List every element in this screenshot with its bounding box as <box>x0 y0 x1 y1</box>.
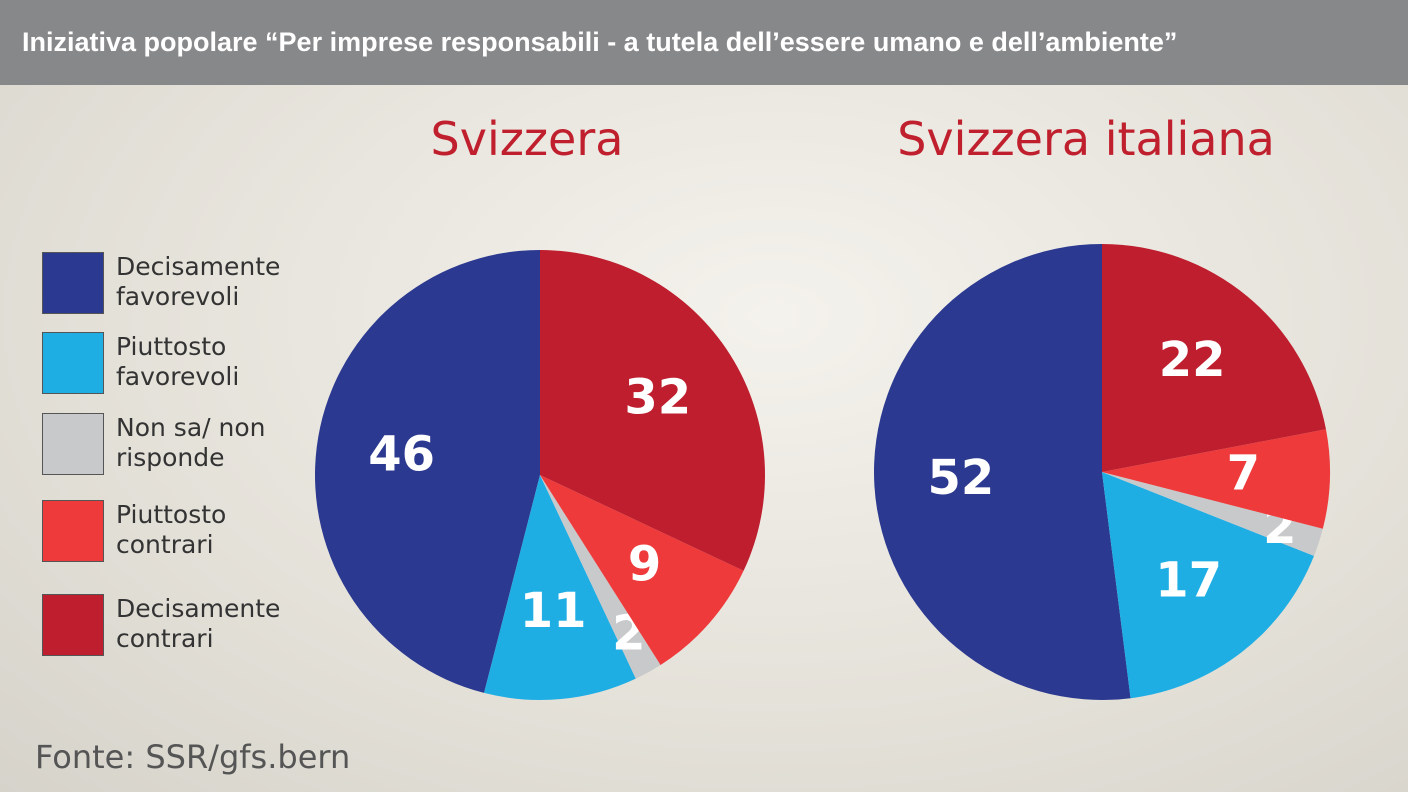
title: Iniziativa popolare “Per imprese respons… <box>22 27 1178 57</box>
pie-slice <box>1102 472 1323 556</box>
pie-title: Svizzera <box>431 112 624 166</box>
legend-item: Decisamente favorevoli <box>42 252 322 316</box>
legend-label: Decisamente favorevoli <box>116 252 281 311</box>
pie-slice <box>540 475 661 679</box>
pie-slice <box>1102 244 1326 472</box>
pie-slice <box>315 250 540 693</box>
legend-item: Piuttosto favorevoli <box>42 332 322 396</box>
pie-slice <box>1102 429 1330 529</box>
legend-swatch <box>42 413 104 475</box>
pie-slice <box>873 244 1131 701</box>
legend-label: Decisamente contrari <box>116 594 281 653</box>
slice-label: 7 <box>1227 445 1260 501</box>
legend-swatch <box>42 594 104 656</box>
legend-swatch <box>42 252 104 314</box>
slice-label: 17 <box>1155 553 1222 609</box>
legend-label: Piuttosto contrari <box>116 500 227 559</box>
pie-slice <box>1102 472 1314 699</box>
slice-label: 22 <box>1159 332 1226 388</box>
slice-label: 9 <box>628 536 661 592</box>
legend-swatch <box>42 332 104 394</box>
legend-label: Non sa/ non risponde <box>116 413 266 472</box>
pie-slice <box>540 250 765 571</box>
legend-item: Piuttosto contrari <box>42 500 322 564</box>
slice-label: 46 <box>368 427 435 483</box>
title-bar: Iniziativa popolare “Per imprese respons… <box>0 0 1408 85</box>
slice-label: 11 <box>520 583 587 639</box>
legend-swatch <box>42 500 104 562</box>
legend-label: Piuttosto favorevoli <box>116 332 240 391</box>
legend-item: Decisamente contrari <box>42 594 322 658</box>
pie-title: Svizzera italiana <box>897 112 1275 166</box>
legend-item: Non sa/ non risponde <box>42 413 322 477</box>
pie-slice <box>484 475 636 701</box>
slice-label: 32 <box>624 369 691 425</box>
pie-slice <box>540 475 744 665</box>
slice-label: 52 <box>928 450 995 506</box>
source: Fonte: SSR/gfs.bern <box>35 738 351 776</box>
